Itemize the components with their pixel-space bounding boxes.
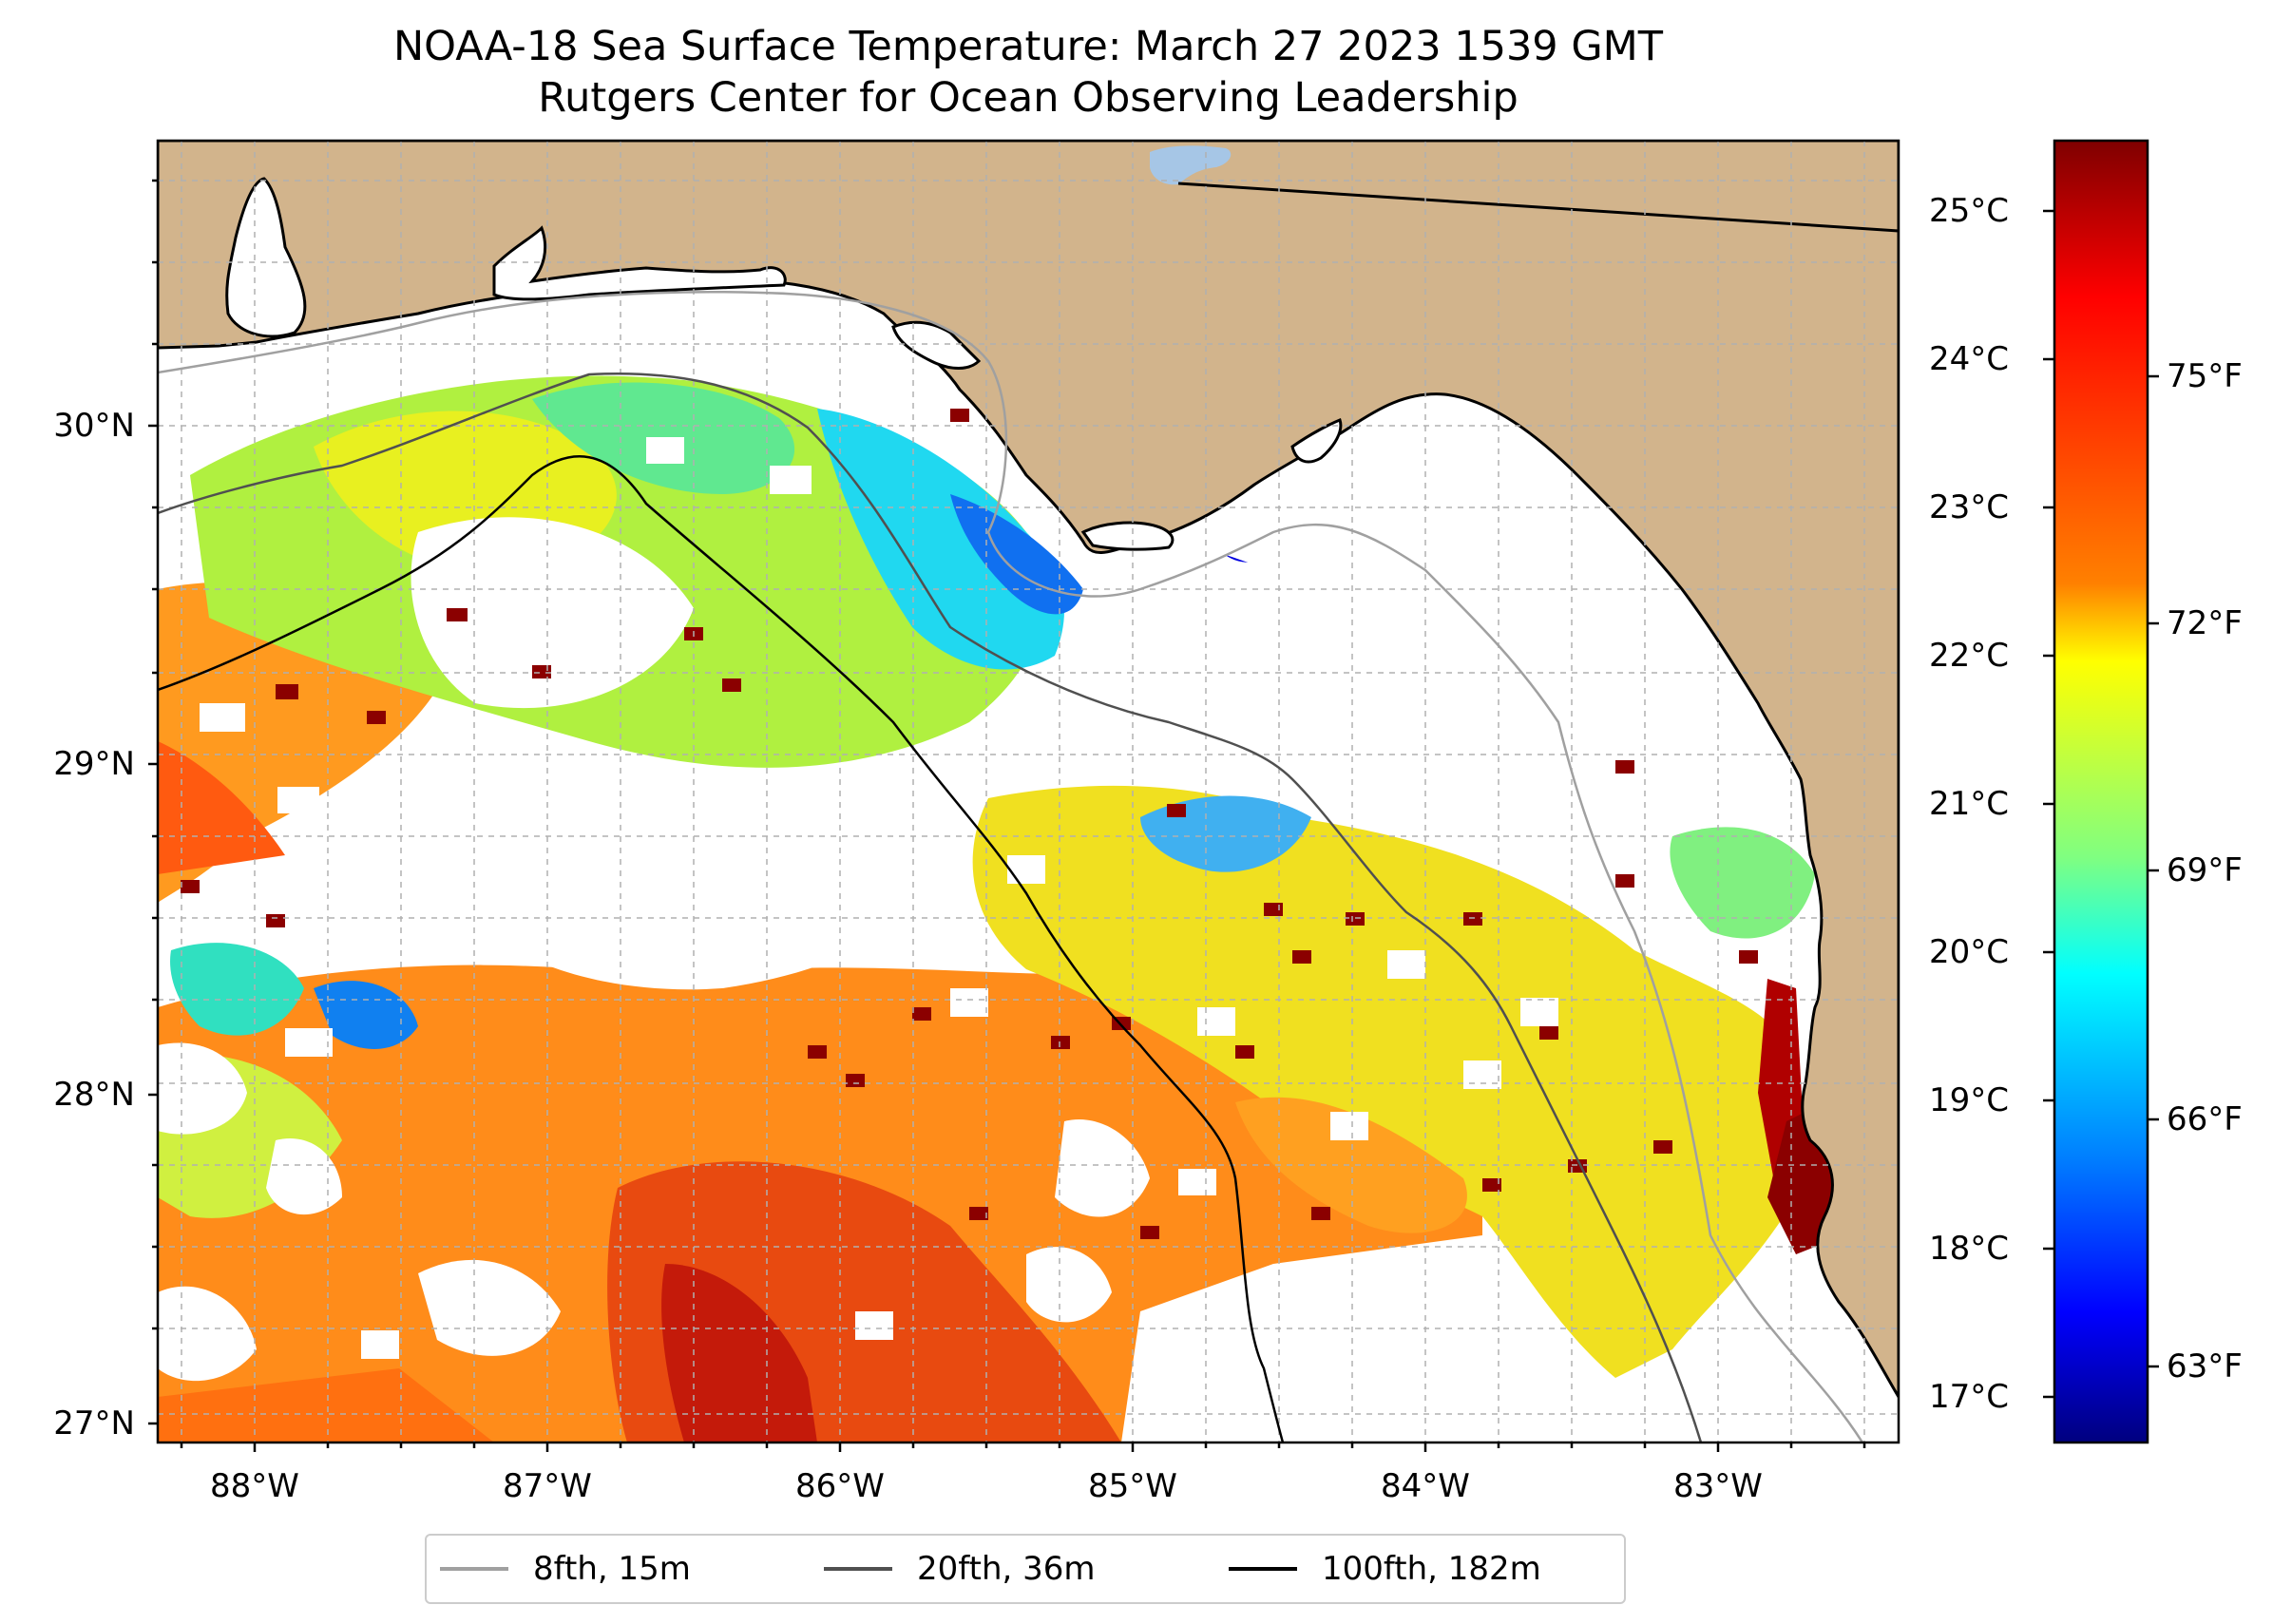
cb-label-24c: 24°C (1929, 340, 2010, 378)
legend-item-8fth: 8fth, 15m (440, 1536, 691, 1602)
lon-label-87w: 87°W (503, 1467, 592, 1505)
lon-label-83w: 83°W (1673, 1467, 1763, 1505)
cb-label-18c: 18°C (1929, 1230, 2010, 1268)
cb-label-25c: 25°C (1929, 192, 2010, 230)
cb-label-75f: 75°F (2167, 357, 2243, 395)
lat-label-29n: 29°N (53, 745, 135, 783)
lon-label-88w: 88°W (210, 1467, 299, 1505)
cb-label-66f: 66°F (2167, 1100, 2243, 1138)
lake (1150, 145, 1232, 185)
cb-label-23c: 23°C (1929, 488, 2010, 526)
legend-swatch-20fth (824, 1567, 892, 1571)
lon-ticks (180, 1442, 1866, 1452)
isobath-36m (158, 372, 1703, 1442)
legend-label-8fth: 8fth, 15m (533, 1550, 691, 1588)
isobath-legend: 8fth, 15m 20fth, 36m 100fth, 182m (425, 1534, 1626, 1604)
legend-label-20fth: 20fth, 36m (917, 1550, 1096, 1588)
map-frame (156, 139, 1900, 1444)
cb-label-21c: 21°C (1929, 785, 2010, 823)
isobath-182m (158, 455, 1285, 1442)
lat-label-28n: 28°N (53, 1076, 135, 1114)
cb-label-22c: 22°C (1929, 637, 2010, 675)
lon-label-84w: 84°W (1381, 1467, 1470, 1505)
lat-label-30n: 30°N (53, 407, 135, 445)
legend-swatch-8fth (440, 1567, 508, 1571)
lat-ticks (148, 179, 158, 1425)
legend-item-100fth: 100fth, 182m (1229, 1536, 1541, 1602)
colorbar (2053, 139, 2149, 1444)
legend-label-100fth: 100fth, 182m (1322, 1550, 1541, 1588)
cb-label-63f: 63°F (2167, 1347, 2243, 1385)
colorbar-ticks-f (2148, 374, 2159, 1368)
legend-item-20fth: 20fth, 36m (824, 1536, 1096, 1602)
cb-label-17c: 17°C (1929, 1378, 2010, 1416)
grid-lines (158, 141, 1899, 1442)
lon-label-85w: 85°W (1088, 1467, 1177, 1505)
cb-label-20c: 20°C (1929, 933, 2010, 971)
chart-title-line-1: NOAA-18 Sea Surface Temperature: March 2… (392, 23, 1664, 70)
state-border (1177, 182, 1899, 233)
cb-label-69f: 69°F (2167, 851, 2243, 889)
chart-title-line-2: Rutgers Center for Ocean Observing Leade… (538, 74, 1518, 122)
lat-label-27n: 27°N (53, 1404, 135, 1442)
lon-label-86w: 86°W (795, 1467, 885, 1505)
bays (225, 177, 1343, 551)
colorbar-ticks-c (2043, 209, 2054, 1399)
cb-label-72f: 72°F (2167, 604, 2243, 642)
cb-label-19c: 19°C (1929, 1081, 2010, 1119)
hot-speckles (181, 409, 1758, 1239)
isobath-15m (158, 290, 1864, 1442)
legend-swatch-100fth (1229, 1567, 1297, 1571)
